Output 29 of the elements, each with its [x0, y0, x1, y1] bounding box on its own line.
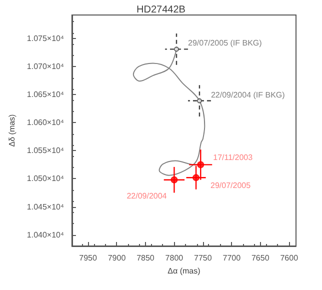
x-tick-label: 7750 — [194, 254, 212, 262]
x-tick-label: 7600 — [280, 254, 299, 262]
y-tick-label: 1.055×10⁴ — [26, 146, 64, 156]
chart-title: HD27442B — [136, 4, 186, 16]
y-tick-label: 1.050×10⁴ — [26, 174, 64, 184]
point — [192, 174, 200, 182]
x-tick-label: 7650 — [251, 254, 270, 262]
x-tick-label: 7800 — [165, 254, 184, 262]
data-label: 17/11/2003 — [213, 153, 254, 162]
point — [197, 161, 204, 168]
point — [196, 98, 202, 104]
y-tick-label: 1.045×10⁴ — [26, 202, 64, 212]
data-label: 29/07/2005 (IF BKG) — [188, 38, 262, 48]
y-tick-label: 1.070×10⁴ — [26, 62, 64, 72]
y-tick-label: 1.075×10⁴ — [26, 34, 64, 44]
point — [174, 46, 179, 52]
x-axis-title: Δα (mas) — [168, 266, 201, 276]
y-tick-label: 1.040×10⁴ — [26, 230, 64, 240]
data-label: 22/09/2004 — [126, 191, 168, 200]
y-axis-title: Δδ (mas) — [8, 114, 16, 147]
x-tick-label: 7900 — [108, 254, 126, 262]
x-tick-label: 7700 — [222, 254, 242, 262]
y-tick-label: 1.060×10⁴ — [26, 118, 64, 128]
data-label: 22/09/2004 (IF BKG) — [210, 90, 286, 100]
x-tick-label: 7850 — [136, 254, 155, 262]
y-tick-label: 1.065×10⁴ — [26, 90, 64, 100]
x-tick-label: 7950 — [79, 254, 98, 262]
data-label: 29/07/2005 — [210, 181, 252, 190]
point — [170, 176, 178, 184]
